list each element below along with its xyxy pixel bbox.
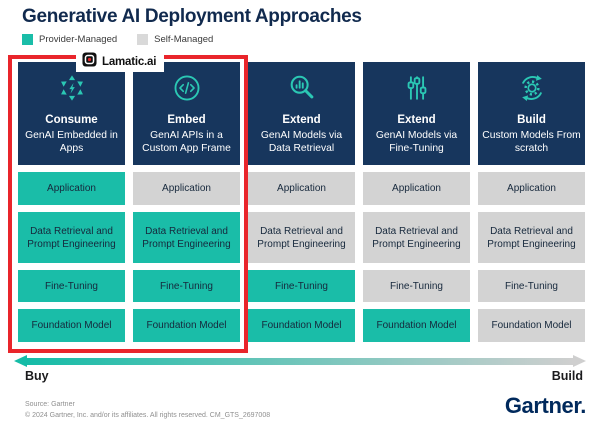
lamatic-icon [82,51,97,72]
matrix-cell-build-data-retrieval-and-prompt-engineering: Data Retrieval and Prompt Engineering [478,212,585,263]
column-subtitle: GenAI Embedded in Apps [25,130,118,155]
column-title: Build [517,114,546,126]
matrix-cell-embed-data-retrieval-and-prompt-engineering: Data Retrieval and Prompt Engineering [133,212,240,263]
legend-label-self-managed: Self-Managed [154,34,214,45]
gartner-logo: Gartner. [504,393,587,418]
build-label: Build [551,369,583,383]
matrix-cell-build-fine-tuning: Fine-Tuning [478,270,585,302]
consume-arrows-icon [57,71,87,105]
source-text: Source: Gartner [25,401,75,408]
matrix-cell-build-foundation-model: Foundation Model [478,309,585,342]
column-subtitle: GenAI APIs in a Custom App Frame [142,130,231,155]
axis-left-arrowhead-icon [14,355,27,367]
legend-item-provider-managed: Provider-Managed [22,34,117,45]
matrix-cell-extend-data-retrieval-and-prompt-engineering: Data Retrieval and Prompt Engineering [248,212,355,263]
legend-label-provider-managed: Provider-Managed [39,34,118,45]
footer: Source: Gartner © 2024 Gartner, Inc. and… [25,400,270,422]
page-title: Generative AI Deployment Approaches [22,6,362,27]
matrix-cell-embed-fine-tuning: Fine-Tuning [133,270,240,302]
column-header-consume-genai-embedded-in-apps: Consume GenAI Embedded in Apps [18,62,125,165]
search-analytics-icon [287,71,317,105]
matrix-cell-extend-application: Application [248,172,355,205]
matrix-cell-consume-data-retrieval-and-prompt-engineering: Data Retrieval and Prompt Engineering [18,212,125,263]
copyright-text: © 2024 Gartner, Inc. and/or its affiliat… [25,411,271,419]
matrix-cell-extend-fine-tuning: Fine-Tuning [248,270,355,302]
column-subtitle: Custom Models From scratch [482,130,581,155]
code-embed-icon [172,71,202,105]
lamatic-logo: Lamatic.ai [76,51,165,72]
approach-grid: Consume GenAI Embedded in Apps Application… [18,62,585,343]
matrix-cell-consume-foundation-model: Foundation Model [18,309,125,342]
self-managed-swatch [137,34,149,45]
buy-build-axis [14,355,586,367]
column-title: Consume [45,114,98,126]
sliders-icon [402,71,432,105]
legend-item-self-managed: Self-Managed [137,34,213,45]
matrix-cell-embed-application: Application [133,172,240,205]
lamatic-logo-text: Lamatic.ai [102,55,157,68]
matrix-cell-embed-foundation-model: Foundation Model [133,309,240,342]
buy-label: Buy [25,369,49,383]
matrix-cell-build-application: Application [478,172,585,205]
column-header-extend-genai-models-via-data-retrieval: Extend GenAI Models via Data Retrieval [248,62,355,165]
matrix-cell-consume-application: Application [18,172,125,205]
matrix-cell-extend-foundation-model: Foundation Model [363,309,470,342]
column-title: Extend [397,114,436,126]
gear-cycle-icon [517,71,547,105]
axis-gradient-bar [27,357,573,365]
provider-managed-swatch [22,34,33,45]
legend: Provider-Managed Self-Managed [22,34,213,45]
matrix-cell-extend-foundation-model: Foundation Model [248,309,355,342]
matrix-cell-consume-fine-tuning: Fine-Tuning [18,270,125,302]
column-header-embed-genai-apis-in-a-custom-app-frame: Embed GenAI APIs in a Custom App Frame [133,62,240,165]
column-header-build-custom-models-from-scratch: Build Custom Models From scratch [478,62,585,165]
matrix-cell-extend-fine-tuning: Fine-Tuning [363,270,470,302]
matrix-cell-extend-data-retrieval-and-prompt-engineering: Data Retrieval and Prompt Engineering [363,212,470,263]
matrix-cell-extend-application: Application [363,172,470,205]
column-header-extend-genai-models-via-fine-tuning: Extend GenAI Models via Fine-Tuning [363,62,470,165]
column-subtitle: GenAI Models via Data Retrieval [260,130,343,155]
axis-right-arrowhead-icon [573,355,586,367]
column-subtitle: GenAI Models via Fine-Tuning [375,130,458,155]
column-title: Extend [282,114,321,126]
column-title: Embed [167,114,206,126]
